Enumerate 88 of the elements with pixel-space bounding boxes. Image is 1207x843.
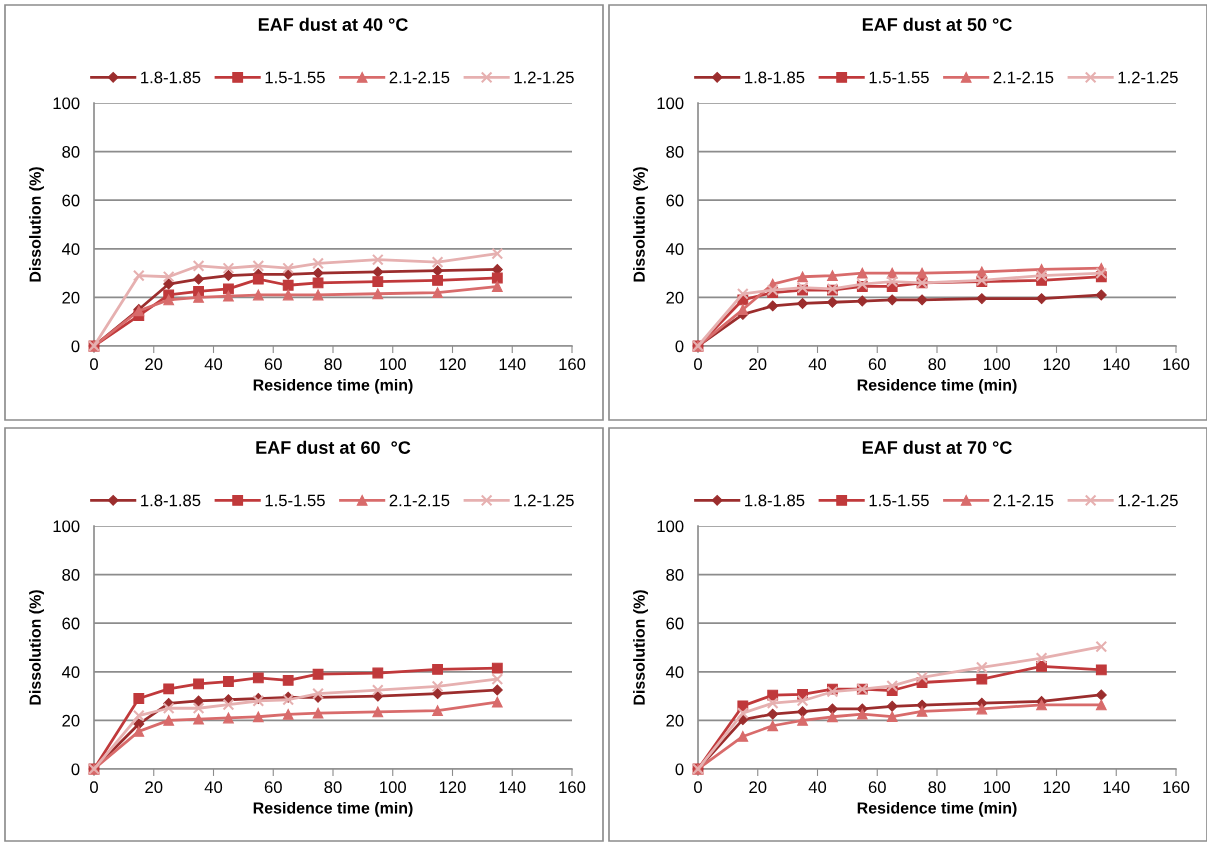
y-tick-label: 0 <box>71 340 80 353</box>
y-tick-label: 80 <box>62 569 80 581</box>
x-tick-label: 20 <box>145 358 163 371</box>
x-tick-label: 20 <box>749 781 767 794</box>
legend-label: 2.1-2.15 <box>993 494 1054 507</box>
x-axis-title: Residence time (min) <box>253 378 413 394</box>
y-tick-label: 100 <box>657 520 684 533</box>
y-tick-label: 100 <box>53 520 80 533</box>
x-tick-label: 100 <box>380 358 406 371</box>
x-tick-label: 60 <box>264 781 282 794</box>
y-tick-label: 100 <box>657 97 684 110</box>
y-tick-label: 20 <box>62 291 80 304</box>
x-tick-label: 140 <box>1103 781 1130 794</box>
legend-label: 1.2-1.25 <box>514 494 574 507</box>
legend-label: 1.2-1.25 <box>1118 494 1178 507</box>
x-tick-label: 120 <box>1043 781 1070 794</box>
chart-title: EAF dust at 70 °C <box>862 440 1012 454</box>
legend-label: 1.2-1.25 <box>1118 71 1178 84</box>
y-tick-label: 60 <box>666 617 684 630</box>
y-tick-label: 20 <box>666 291 684 304</box>
x-tick-label: 160 <box>559 358 586 371</box>
x-axis-title: Residence time (min) <box>253 801 413 817</box>
x-tick-label: 80 <box>928 781 946 794</box>
x-axis-title: Residence time (min) <box>857 378 1017 394</box>
x-tick-label: 40 <box>808 781 827 794</box>
y-tick-label: 60 <box>62 194 80 207</box>
legend-label: 1.5-1.55 <box>265 494 325 507</box>
y-tick-label: 60 <box>62 617 80 630</box>
y-tick-label: 20 <box>62 714 80 727</box>
y-tick-label: 60 <box>666 194 684 207</box>
x-tick-label: 0 <box>90 358 98 371</box>
x-tick-label: 0 <box>694 358 702 371</box>
y-tick-label: 80 <box>666 146 684 158</box>
y-tick-label: 20 <box>666 714 684 727</box>
x-tick-label: 140 <box>499 781 526 794</box>
x-tick-label: 60 <box>868 358 886 371</box>
x-tick-label: 140 <box>1103 358 1130 371</box>
y-tick-label: 40 <box>61 666 80 678</box>
x-tick-label: 40 <box>204 781 223 794</box>
x-axis-title: Residence time (min) <box>857 801 1017 817</box>
x-tick-label: 160 <box>1163 781 1190 794</box>
y-tick-label: 0 <box>675 763 684 776</box>
y-tick-label: 40 <box>665 243 684 255</box>
legend-label: 1.8-1.85 <box>141 71 201 84</box>
x-tick-label: 0 <box>694 781 702 794</box>
x-tick-label: 80 <box>324 358 342 371</box>
x-tick-label: 40 <box>204 358 223 371</box>
y-tick-label: 40 <box>61 243 80 255</box>
y-axis-title: Dissolution (%) <box>29 167 44 282</box>
x-tick-label: 0 <box>90 781 98 794</box>
legend-label: 1.2-1.25 <box>514 71 574 84</box>
legend-label: 2.1-2.15 <box>389 71 450 84</box>
x-tick-label: 20 <box>145 781 163 794</box>
legend-label: 2.1-2.15 <box>389 494 450 507</box>
x-tick-label: 160 <box>1163 358 1190 371</box>
y-tick-label: 100 <box>53 97 80 110</box>
x-tick-label: 40 <box>808 358 827 371</box>
chart-title: EAF dust at 50 °C <box>862 17 1012 31</box>
x-tick-label: 60 <box>868 781 886 794</box>
y-axis-title: Dissolution (%) <box>29 590 44 705</box>
x-tick-label: 120 <box>439 781 466 794</box>
y-tick-label: 0 <box>71 763 80 776</box>
legend-label: 1.5-1.55 <box>869 494 929 507</box>
y-axis-title: Dissolution (%) <box>633 590 648 705</box>
y-tick-label: 80 <box>62 146 80 158</box>
x-tick-label: 100 <box>380 781 406 794</box>
legend-label: 1.8-1.85 <box>745 494 805 507</box>
x-tick-label: 160 <box>559 781 586 794</box>
legend-label: 1.5-1.55 <box>265 71 325 84</box>
x-tick-label: 60 <box>264 358 282 371</box>
x-tick-label: 100 <box>984 358 1010 371</box>
chart-title: EAF dust at 60 °C <box>256 440 411 454</box>
x-tick-label: 100 <box>984 781 1010 794</box>
y-tick-label: 80 <box>666 569 684 581</box>
y-tick-label: 0 <box>675 340 684 353</box>
x-tick-label: 80 <box>928 358 946 371</box>
x-tick-label: 80 <box>324 781 342 794</box>
legend-label: 1.8-1.85 <box>141 494 201 507</box>
legend-label: 1.8-1.85 <box>745 71 805 84</box>
y-tick-label: 40 <box>665 666 684 678</box>
x-tick-label: 120 <box>439 358 466 371</box>
legend-label: 2.1-2.15 <box>993 71 1054 84</box>
chart-title: EAF dust at 40 °C <box>258 17 408 31</box>
legend-label: 1.5-1.55 <box>869 71 929 84</box>
x-tick-label: 20 <box>749 358 767 371</box>
x-tick-label: 120 <box>1043 358 1070 371</box>
y-axis-title: Dissolution (%) <box>633 167 648 282</box>
x-tick-label: 140 <box>499 358 526 371</box>
